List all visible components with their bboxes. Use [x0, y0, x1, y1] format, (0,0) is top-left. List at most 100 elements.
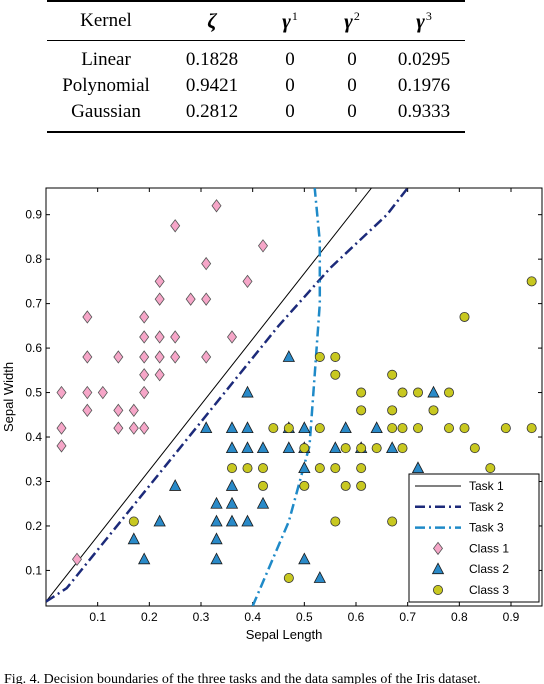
class-3-point	[459, 311, 470, 322]
class-3-point	[283, 423, 294, 434]
header-gamma3: γ3	[383, 1, 465, 41]
table-row: Gaussian 0.2812 0 0 0.9333	[47, 99, 465, 132]
class-3-point	[128, 516, 139, 527]
class-1-point	[139, 350, 150, 364]
class-1-point	[227, 330, 237, 344]
class-2-point	[313, 571, 326, 583]
y-tick-label: 0.7	[25, 297, 42, 311]
class-1-point	[82, 350, 93, 364]
class-1-point	[201, 350, 212, 364]
table-cell: Linear	[81, 49, 131, 70]
class-3-point	[397, 387, 408, 398]
class-2-point	[282, 350, 295, 362]
header-zeta-symbol: ζ	[207, 8, 217, 33]
class-3-point	[412, 387, 423, 398]
class-1-point	[72, 552, 82, 566]
class-1-point	[185, 292, 196, 306]
class-2-point	[200, 421, 213, 434]
class-1-point	[154, 330, 165, 344]
class-2-point	[210, 514, 223, 527]
class-2-point	[225, 441, 239, 454]
class-1-point	[97, 385, 108, 400]
class-3-point	[371, 443, 382, 454]
kernel-parameter-table: Kernel ζ γ1 γ2 γ3 Linear 0.1828 0 0 0.02…	[47, 0, 465, 133]
legend-class-2-label: Class 2	[469, 562, 509, 576]
class-3-point	[459, 423, 470, 434]
class-2-point	[411, 461, 425, 474]
class-2-point	[298, 461, 311, 474]
class-1-point	[82, 385, 93, 400]
class-3-point	[330, 369, 341, 380]
class-1-point	[258, 239, 268, 253]
class-2-point	[127, 532, 140, 545]
class-2-point	[241, 421, 254, 434]
legend-task-1-label: Task 1	[469, 479, 504, 493]
class-3-point	[469, 443, 480, 454]
table-row: Polynomial 0.9421 0 0 0.1976	[47, 73, 465, 99]
class-3-point	[397, 443, 408, 454]
class-2-point	[339, 421, 352, 434]
class-1-point	[211, 199, 222, 213]
x-tick-label: 0.4	[244, 610, 261, 624]
class-3-point	[443, 387, 454, 398]
class-3-point	[500, 423, 511, 434]
class-2-point	[298, 421, 311, 434]
class-1-point	[128, 403, 139, 418]
legend-class-2-marker	[431, 562, 445, 575]
class-2-point	[210, 496, 223, 509]
class-1-point	[113, 403, 124, 418]
class-3-point	[299, 443, 310, 454]
table-cell: 0.9421	[185, 75, 239, 96]
class-2-point	[225, 479, 239, 491]
class-2-point	[210, 532, 223, 545]
table-row: Linear 0.1828 0 0 0.0295	[47, 41, 465, 74]
legend-task-2-label: Task 2	[469, 500, 504, 514]
class-3-point	[443, 423, 454, 434]
class-2-point	[386, 441, 399, 454]
class-1-point	[128, 421, 139, 435]
class-1-point	[242, 274, 253, 289]
header-zeta: ζ	[165, 1, 259, 41]
table-cell: 0	[347, 75, 357, 96]
class-3-point	[428, 405, 439, 416]
header-kernel-text: Kernel	[80, 10, 132, 31]
class-1-point	[139, 368, 150, 382]
class-3-point	[387, 423, 398, 434]
header-gamma1: γ1	[259, 1, 321, 41]
decision-boundary-chart: 0.1 0.2 0.3 0.4 0.5 0.6 0.7 0.8 0.9 0.1 0.2 0.3 0.4 0…	[1, 187, 543, 642]
x-tick-label: 0.3	[193, 610, 210, 624]
class-1-point	[56, 421, 67, 435]
x-tick-label: 0.9	[503, 610, 520, 624]
class-3-point	[257, 480, 268, 491]
class-3-point	[330, 463, 341, 474]
class-1-point	[154, 368, 165, 382]
x-tick-label: 0.1	[89, 610, 106, 624]
class-3-point	[257, 463, 268, 474]
class-1-point	[154, 292, 165, 306]
table-cell: 0.2812	[185, 101, 239, 122]
class-1-point	[170, 330, 181, 344]
class-3-point	[356, 463, 367, 474]
class-2-point	[241, 441, 254, 454]
legend-class-1-marker	[433, 541, 443, 556]
class-1-point	[113, 421, 124, 435]
header-gamma2: γ2	[321, 1, 383, 41]
kernel-parameter-table-wrapper: Kernel ζ γ1 γ2 γ3 Linear 0.1828 0 0 0.02…	[47, 0, 465, 133]
table-cell: Polynomial	[62, 75, 150, 96]
x-tick-label: 0.8	[451, 610, 468, 624]
class-3-point	[340, 443, 351, 454]
x-tick-label: 0.6	[348, 610, 365, 624]
class-2-point	[169, 479, 182, 491]
class-3-point	[387, 405, 398, 416]
class-1-point	[154, 350, 165, 364]
table-cell: 0	[347, 49, 357, 70]
y-tick-label: 0.1	[25, 563, 42, 577]
legend-box	[408, 473, 540, 603]
table-cell: 0.1976	[397, 75, 451, 96]
task-1-boundary-line	[46, 188, 372, 602]
y-tick-label: 0.8	[25, 252, 42, 266]
class-2-point	[153, 514, 166, 527]
task-3-boundary-line	[251, 188, 322, 606]
class-2-point	[256, 496, 270, 509]
y-axis-label: Sepal Width	[1, 362, 16, 432]
